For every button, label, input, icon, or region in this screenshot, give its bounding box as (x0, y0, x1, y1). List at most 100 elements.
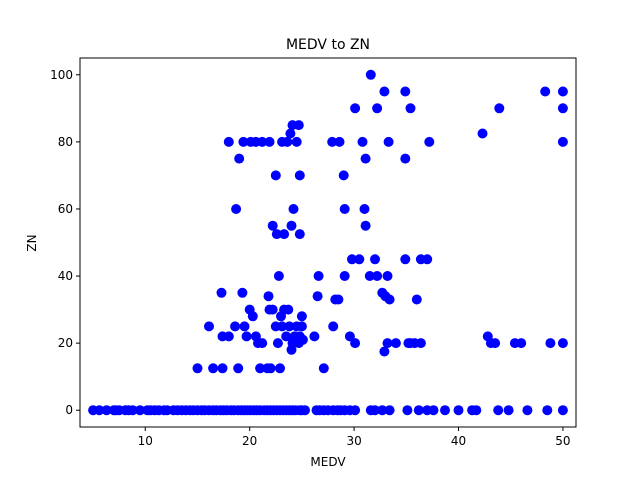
data-point (339, 271, 350, 281)
data-point (313, 271, 324, 281)
x-tick-label: 10 (138, 434, 153, 448)
data-point (327, 136, 338, 147)
data-point (233, 363, 244, 374)
data-point (270, 170, 281, 181)
data-point (237, 287, 248, 298)
data-point (440, 405, 450, 416)
data-point (453, 405, 464, 416)
data-point (230, 321, 241, 332)
data-point (557, 405, 568, 416)
data-point (263, 291, 274, 302)
data-point (400, 153, 411, 164)
data-point (282, 136, 293, 147)
data-point (379, 86, 390, 97)
data-point (272, 338, 283, 349)
data-point (379, 346, 390, 357)
data-point (557, 103, 568, 114)
data-point (239, 321, 250, 332)
data-point (422, 254, 433, 265)
data-point (257, 136, 268, 147)
data-point (204, 321, 214, 332)
data-point (493, 405, 504, 416)
data-point (359, 204, 370, 214)
data-point (545, 338, 556, 349)
data-point (279, 229, 290, 240)
data-point (370, 405, 380, 416)
data-point (216, 287, 227, 298)
data-point (257, 338, 268, 349)
data-point (339, 204, 350, 214)
data-points (88, 69, 568, 416)
data-point (288, 204, 299, 214)
data-point (357, 136, 368, 147)
data-point (234, 153, 245, 164)
data-point (264, 136, 275, 147)
data-point (296, 311, 307, 322)
data-point (350, 405, 361, 416)
data-point (285, 128, 296, 139)
data-point (223, 331, 234, 342)
data-point (271, 229, 282, 240)
data-point (400, 254, 411, 265)
x-tick-label: 20 (242, 434, 257, 448)
data-point (428, 405, 439, 416)
data-point (542, 405, 553, 416)
y-tick-label: 80 (58, 135, 73, 149)
data-point (557, 136, 568, 147)
data-point (333, 294, 344, 305)
x-tick-label: 40 (451, 434, 466, 448)
data-point (281, 331, 292, 342)
data-point (328, 321, 339, 332)
x-tick-label: 50 (555, 434, 570, 448)
data-point (402, 405, 413, 416)
data-point (354, 254, 365, 265)
data-point (231, 204, 242, 214)
data-point (294, 170, 305, 181)
data-point (360, 220, 371, 231)
data-point (283, 304, 294, 315)
data-point (350, 338, 361, 349)
data-point (400, 86, 411, 97)
data-point (557, 86, 568, 97)
data-point (540, 86, 551, 97)
data-point (382, 271, 393, 281)
data-point (364, 271, 375, 281)
y-tick-label: 0 (65, 403, 73, 417)
data-point (522, 405, 533, 416)
data-point (296, 321, 307, 332)
data-point (293, 120, 304, 131)
data-point (135, 405, 145, 416)
data-point (557, 338, 568, 349)
data-point (223, 136, 234, 147)
data-point (516, 338, 527, 349)
data-point (390, 338, 401, 349)
data-point (318, 363, 329, 374)
chart-title: MEDV to ZN (286, 37, 370, 53)
data-point (267, 304, 278, 315)
data-point (370, 254, 380, 265)
y-tick-label: 60 (58, 202, 73, 216)
data-point (312, 291, 323, 302)
data-point (94, 405, 105, 416)
y-tick-label: 20 (58, 336, 73, 350)
data-point (238, 136, 249, 147)
data-point (384, 405, 395, 416)
data-point (372, 271, 383, 281)
data-point (411, 294, 422, 305)
data-point (247, 311, 258, 322)
data-point (275, 363, 285, 374)
data-point (494, 103, 505, 114)
data-point (405, 338, 416, 349)
data-point (384, 294, 395, 305)
data-point (267, 220, 278, 231)
x-axis-ticks: 10 20 30 40 50 (138, 427, 571, 448)
data-point (350, 103, 361, 114)
data-point (377, 405, 388, 416)
data-point (413, 405, 424, 416)
data-point (338, 170, 349, 181)
data-point (477, 128, 488, 139)
x-axis-label: MEDV (310, 455, 346, 469)
data-point (273, 271, 284, 281)
data-point (372, 103, 383, 114)
